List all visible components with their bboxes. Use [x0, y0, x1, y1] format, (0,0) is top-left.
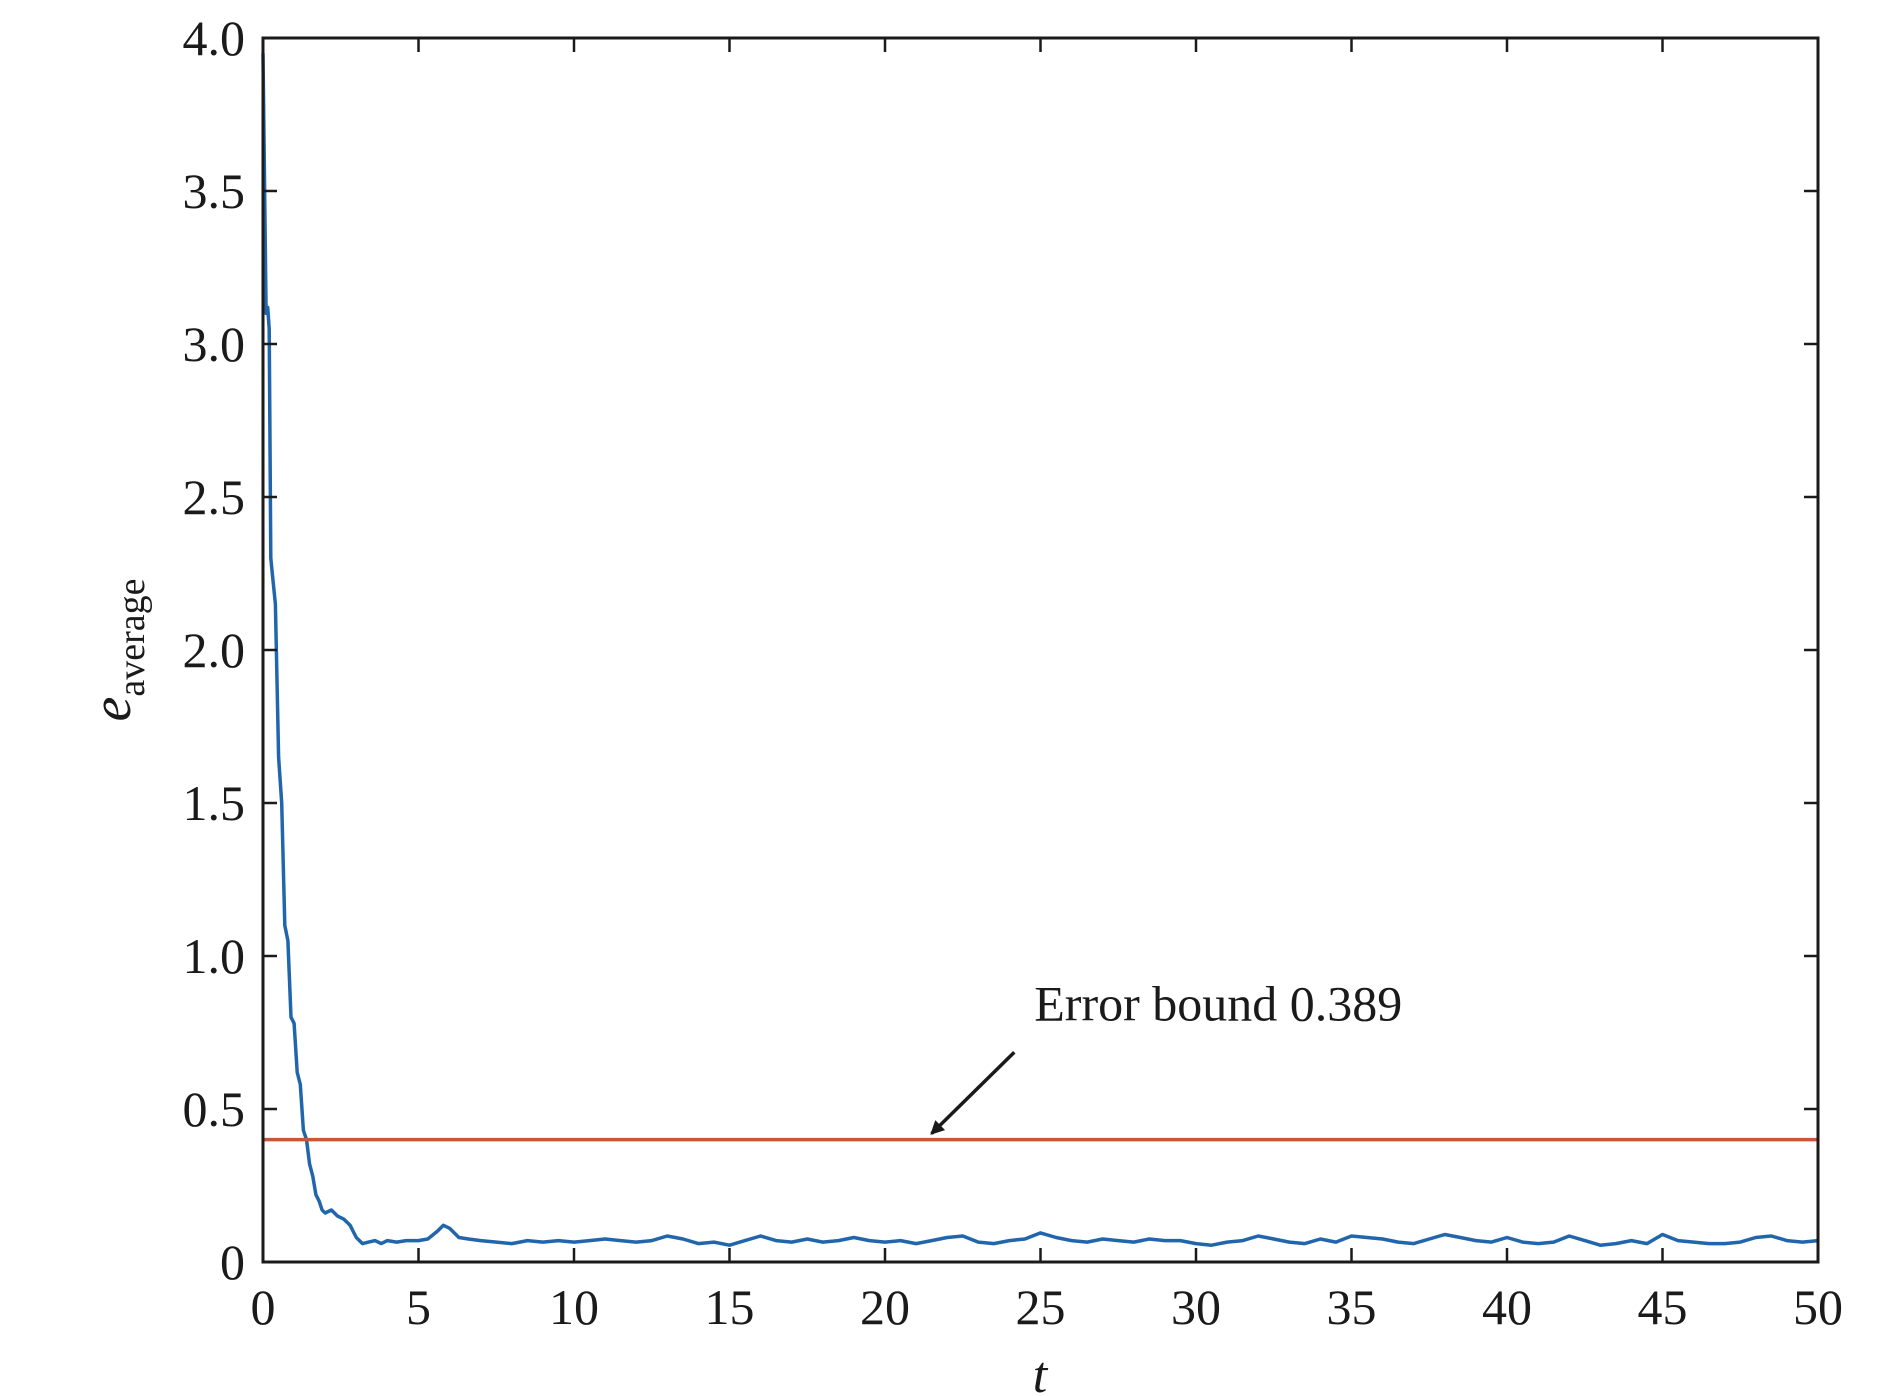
svg-text:eaverage: eaverage	[81, 579, 153, 722]
annotation-text: Error bound 0.389	[1034, 975, 1402, 1031]
y-tick-label: 1.0	[183, 928, 246, 984]
y-tick-label: 2.5	[183, 469, 246, 525]
x-axis-label: t	[1033, 1347, 1049, 1396]
x-tick-label: 0	[251, 1279, 276, 1335]
y-tick-label: 3.5	[183, 163, 246, 219]
labels-layer: 0 5 10 15 20 25 30 35 40 45 50 0 0.5 1.0 1.5 2.0 2.5 3.0 3…	[183, 10, 1844, 1335]
x-tick-label: 45	[1638, 1279, 1688, 1335]
y-tick-label: 1.5	[183, 775, 246, 831]
plot-frame	[261, 36, 1820, 1264]
y-axis-label: e	[81, 697, 143, 722]
x-tick-label: 10	[549, 1279, 599, 1335]
y-tick-label: 3.0	[183, 316, 246, 372]
y-tick-label: 4.0	[183, 10, 246, 66]
annotation-layer: Error bound 0.389	[930, 975, 1402, 1135]
plot-area	[263, 38, 1818, 1262]
annotation-arrow	[930, 1051, 1016, 1135]
y-axis-label-subscript: average	[111, 579, 153, 697]
x-tick-label: 40	[1482, 1279, 1532, 1335]
x-tick-label: 15	[705, 1279, 755, 1335]
x-tick-label: 20	[860, 1279, 910, 1335]
x-tick-label: 50	[1793, 1279, 1843, 1335]
y-tick-label: 2.0	[183, 622, 246, 678]
y-axis-label-group: eaverage	[81, 579, 153, 722]
series-layer	[261, 53, 1819, 1247]
series-line-1	[261, 53, 1819, 1247]
y-tick-label: 0	[220, 1234, 245, 1290]
y-tick-label: 0.5	[183, 1081, 246, 1137]
x-tick-label: 35	[1327, 1279, 1377, 1335]
x-tick-label: 5	[406, 1279, 431, 1335]
x-tick-label: 25	[1016, 1279, 1066, 1335]
x-tick-label: 30	[1171, 1279, 1221, 1335]
